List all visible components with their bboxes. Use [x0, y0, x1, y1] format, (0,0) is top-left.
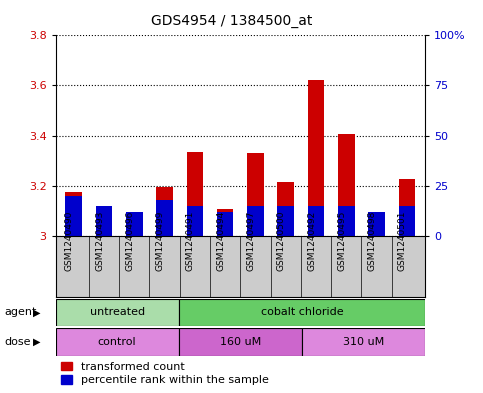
- Text: agent: agent: [5, 307, 37, 318]
- Text: GSM1240501: GSM1240501: [398, 210, 407, 271]
- Bar: [186, 206, 203, 236]
- Bar: [308, 81, 325, 236]
- Text: 160 uM: 160 uM: [220, 337, 261, 347]
- Bar: [126, 218, 142, 236]
- Bar: [96, 218, 113, 236]
- Bar: [186, 152, 203, 236]
- Text: ▶: ▶: [32, 307, 40, 318]
- Bar: [217, 209, 233, 236]
- Bar: [126, 212, 142, 236]
- Bar: [247, 206, 264, 236]
- Bar: [398, 180, 415, 236]
- Text: GSM1240496: GSM1240496: [125, 211, 134, 271]
- Bar: [179, 299, 425, 326]
- Text: GSM1240498: GSM1240498: [368, 211, 377, 271]
- Bar: [156, 187, 173, 236]
- Text: GSM1240497: GSM1240497: [246, 211, 256, 271]
- Bar: [65, 196, 82, 236]
- Text: GSM1240495: GSM1240495: [337, 211, 346, 271]
- Bar: [308, 206, 325, 236]
- Bar: [368, 212, 385, 236]
- Text: GSM1240500: GSM1240500: [277, 210, 286, 271]
- Legend: transformed count, percentile rank within the sample: transformed count, percentile rank withi…: [61, 362, 269, 386]
- Text: GSM1240492: GSM1240492: [307, 211, 316, 271]
- Bar: [56, 299, 179, 326]
- Text: GSM1240494: GSM1240494: [216, 211, 225, 271]
- Text: GSM1240491: GSM1240491: [186, 211, 195, 271]
- Bar: [302, 328, 425, 356]
- Text: ▶: ▶: [32, 337, 40, 347]
- Bar: [247, 153, 264, 236]
- Bar: [368, 218, 385, 236]
- Bar: [398, 206, 415, 236]
- Bar: [338, 206, 355, 236]
- Bar: [96, 206, 113, 236]
- Bar: [156, 200, 173, 236]
- Text: GDS4954 / 1384500_at: GDS4954 / 1384500_at: [151, 14, 313, 28]
- Text: GSM1240493: GSM1240493: [95, 211, 104, 271]
- Bar: [179, 328, 302, 356]
- Text: untreated: untreated: [89, 307, 145, 318]
- Bar: [277, 182, 294, 236]
- Text: control: control: [98, 337, 136, 347]
- Text: GSM1240490: GSM1240490: [65, 211, 74, 271]
- Text: dose: dose: [5, 337, 31, 347]
- Text: 310 uM: 310 uM: [343, 337, 384, 347]
- Bar: [217, 212, 233, 236]
- Text: cobalt chloride: cobalt chloride: [260, 307, 343, 318]
- Bar: [277, 206, 294, 236]
- Bar: [56, 328, 179, 356]
- Bar: [65, 192, 82, 236]
- Text: GSM1240499: GSM1240499: [156, 211, 165, 271]
- Bar: [338, 134, 355, 236]
